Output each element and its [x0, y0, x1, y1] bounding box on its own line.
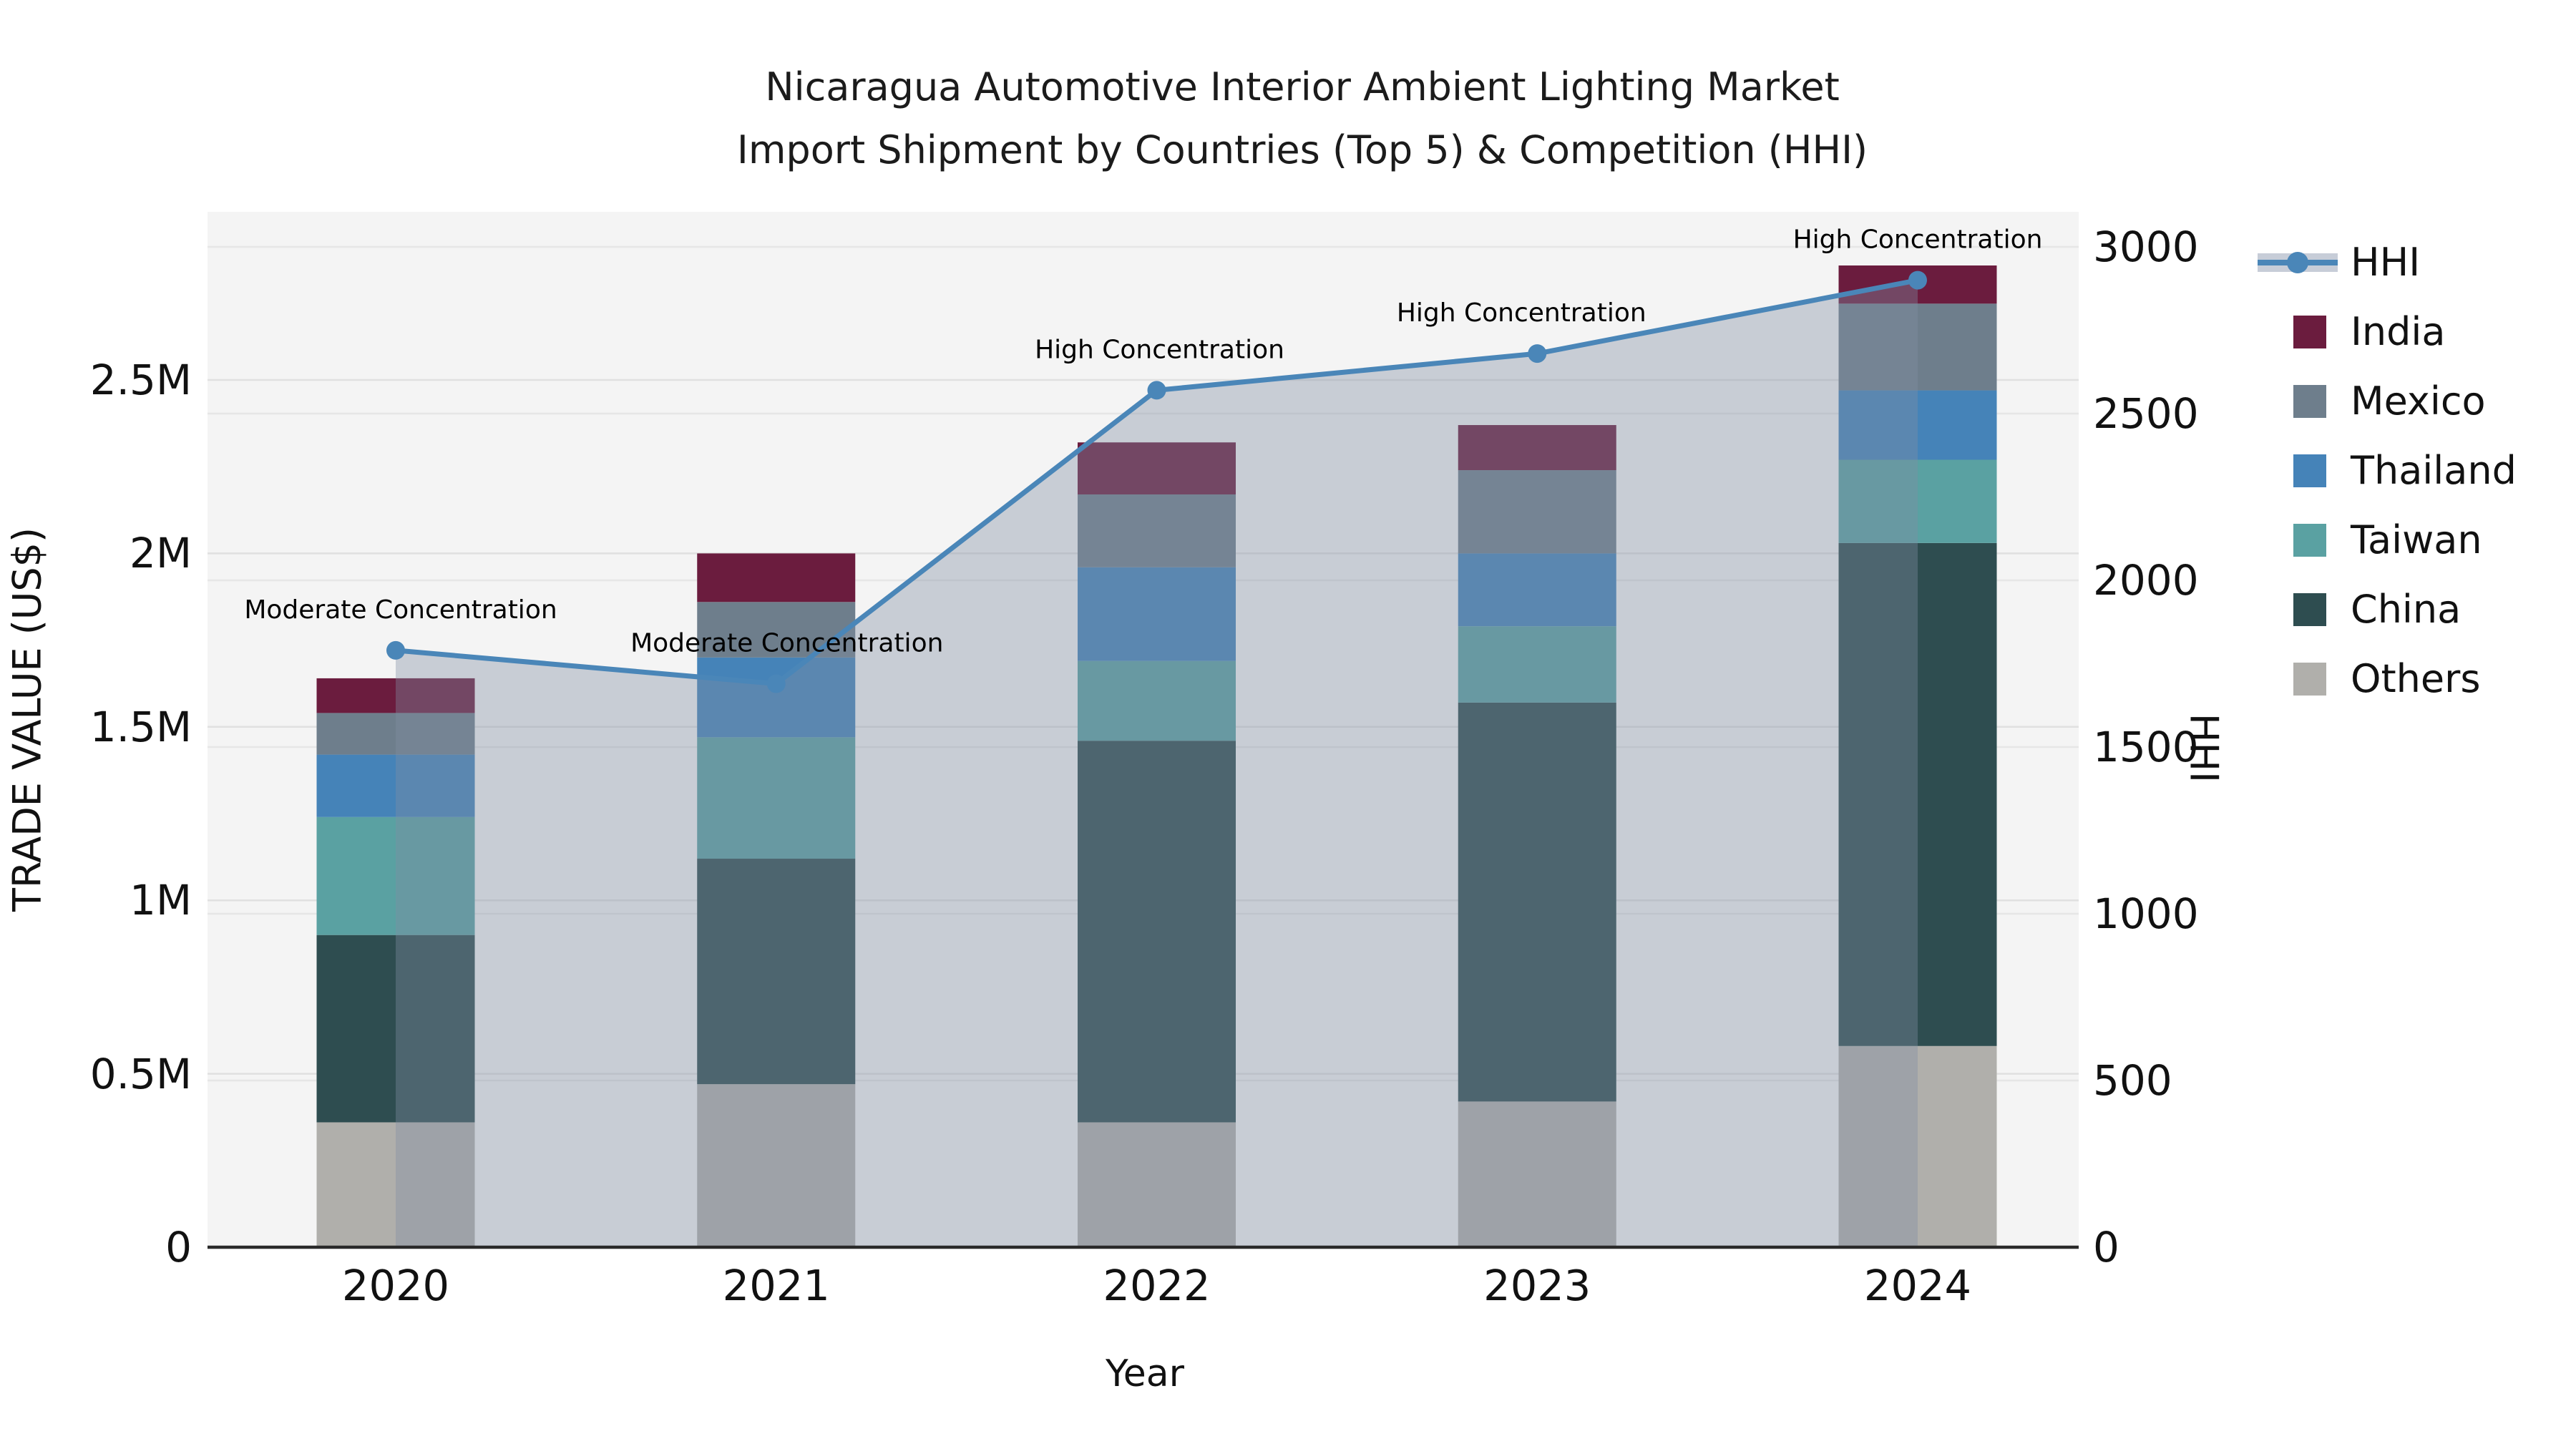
hhi-marker-2023: [1528, 344, 1547, 364]
legend-item-others: Others: [2293, 644, 2517, 713]
bar-segment-thailand-2023: [1458, 553, 1616, 627]
legend-swatch-others: [2293, 662, 2326, 696]
bar-segment-india-2022: [1078, 442, 1236, 494]
bar-segment-mexico-2021: [697, 602, 856, 658]
bar-segment-others-2022: [1078, 1122, 1236, 1247]
bar-segment-taiwan-2023: [1458, 626, 1616, 703]
y-tick-left-1.5M: 1.5M: [89, 702, 192, 751]
x-tick-2021: 2021: [722, 1261, 830, 1310]
x-axis-title: Year: [1105, 1352, 1185, 1395]
legend-label-china: China: [2351, 587, 2462, 632]
hhi-marker-2022: [1147, 381, 1166, 400]
hhi-marker-2020: [386, 640, 405, 660]
y-tick-right-0: 0: [2093, 1223, 2119, 1272]
annotation-2022: High Concentration: [1035, 335, 1284, 364]
bar-segment-mexico-2020: [316, 713, 475, 755]
legend-item-mexico: Mexico: [2293, 366, 2517, 436]
bar-segment-taiwan-2021: [697, 737, 856, 859]
x-tick-2020: 2020: [341, 1261, 450, 1310]
chart-title-line2: Import Shipment by Countries (Top 5) & C…: [736, 127, 1868, 172]
legend-swatch-taiwan: [2293, 523, 2326, 557]
annotation-2023: High Concentration: [1397, 298, 1646, 328]
legend-swatch-mexico: [2293, 384, 2326, 418]
legend-label-others: Others: [2351, 656, 2481, 701]
legend-swatch-thailand: [2293, 454, 2326, 487]
bar-segment-india-2023: [1458, 425, 1616, 471]
legend: HHI India Mexico Thailand Taiwan China Others: [2258, 228, 2517, 713]
bar-segment-china-2021: [697, 859, 856, 1085]
bar-segment-thailand-2020: [316, 754, 475, 817]
bar-segment-mexico-2023: [1458, 470, 1616, 554]
legend-hhi-line-icon: [2258, 246, 2338, 279]
legend-item-china: China: [2293, 575, 2517, 644]
legend-item-taiwan: Taiwan: [2293, 505, 2517, 575]
chart-title: Nicaragua Automotive Interior Ambient Li…: [29, 56, 2576, 182]
legend-label-hhi: HHI: [2351, 240, 2421, 285]
bar-segment-others-2021: [697, 1084, 856, 1247]
bar-segment-china-2020: [316, 935, 475, 1123]
bar-segment-india-2020: [316, 678, 475, 713]
bar-segment-others-2020: [316, 1122, 475, 1247]
y-tick-right-1500: 1500: [2093, 723, 2199, 771]
y-tick-left-2M: 2M: [130, 529, 192, 578]
chart-title-line1: Nicaragua Automotive Interior Ambient Li…: [765, 64, 1840, 109]
legend-item-hhi: HHI: [2258, 228, 2517, 297]
bar-segment-taiwan-2020: [316, 816, 475, 935]
x-tick-2022: 2022: [1103, 1261, 1211, 1310]
legend-label-india: India: [2351, 309, 2446, 354]
annotation-2021: Moderate Concentration: [630, 628, 943, 658]
hhi-area-fill: [396, 280, 1918, 1248]
y-tick-right-1000: 1000: [2093, 889, 2199, 938]
annotation-2020: Moderate Concentration: [244, 595, 557, 625]
legend-label-mexico: Mexico: [2351, 379, 2486, 424]
bar-segment-thailand-2021: [697, 657, 856, 738]
bar-segment-mexico-2022: [1078, 494, 1236, 567]
x-tick-2024: 2024: [1863, 1261, 1972, 1310]
y-tick-left-2.5M: 2.5M: [89, 356, 192, 404]
y-tick-right-2000: 2000: [2093, 556, 2199, 605]
bar-segment-india-2021: [697, 553, 856, 602]
hhi-marker-2024: [1908, 270, 1927, 290]
legend-item-india: India: [2293, 297, 2517, 366]
y-axis-right-title: HHI: [2181, 713, 2227, 784]
bar-segment-china-2022: [1078, 741, 1236, 1123]
annotation-2024: High Concentration: [1793, 225, 2043, 255]
bar-segment-taiwan-2024: [1838, 459, 1997, 543]
legend-label-thailand: Thailand: [2351, 448, 2517, 493]
bar-segment-china-2023: [1458, 702, 1616, 1102]
hhi-marker-2021: [766, 674, 786, 693]
y-tick-left-0.5M: 0.5M: [89, 1049, 192, 1098]
y-tick-right-2500: 2500: [2093, 389, 2199, 438]
legend-swatch-india: [2293, 315, 2326, 348]
bar-segment-others-2023: [1458, 1101, 1616, 1247]
bar-segment-mexico-2024: [1838, 303, 1997, 391]
bar-segment-china-2024: [1838, 542, 1997, 1046]
y-tick-right-3000: 3000: [2093, 223, 2199, 271]
y-tick-left-0: 0: [165, 1223, 192, 1272]
legend-item-thailand: Thailand: [2293, 436, 2517, 505]
legend-swatch-china: [2293, 592, 2326, 626]
y-tick-left-1M: 1M: [130, 876, 192, 925]
bar-segment-taiwan-2022: [1078, 660, 1236, 741]
legend-label-taiwan: Taiwan: [2351, 517, 2482, 562]
bar-segment-thailand-2024: [1838, 390, 1997, 460]
bar-segment-others-2024: [1838, 1045, 1997, 1247]
x-tick-2023: 2023: [1483, 1261, 1591, 1310]
y-axis-left-title: TRADE VALUE (US$): [4, 527, 50, 912]
y-tick-right-500: 500: [2093, 1056, 2172, 1105]
bar-segment-thailand-2022: [1078, 567, 1236, 661]
